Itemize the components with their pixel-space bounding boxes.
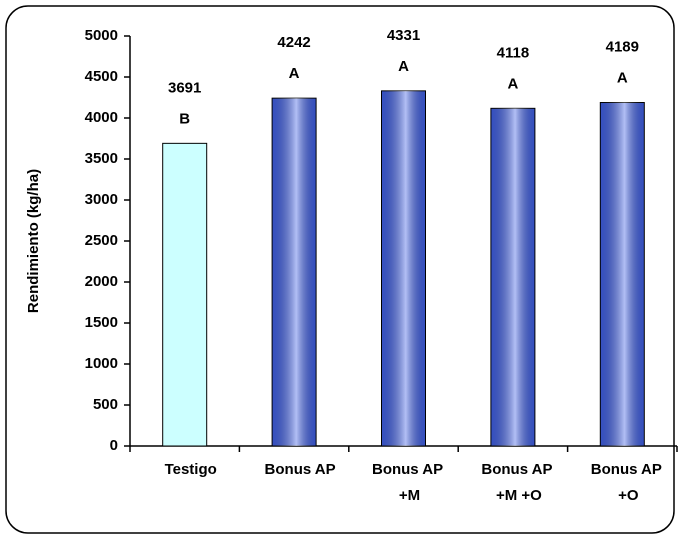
y-tick-label: 5000 xyxy=(85,27,118,44)
y-tick-label: 4500 xyxy=(85,68,118,85)
y-axis-label: Rendimiento (kg/ha) xyxy=(25,169,42,313)
letter-label: A xyxy=(507,75,518,92)
value-label: 4331 xyxy=(387,27,420,44)
y-tick-label: 3500 xyxy=(85,150,118,167)
y-tick-label: 1000 xyxy=(85,355,118,372)
y-tick-label: 1500 xyxy=(85,314,118,331)
frame xyxy=(5,5,675,534)
value-label: 4189 xyxy=(606,38,639,55)
x-tick-label: Bonus AP xyxy=(265,461,336,478)
y-tick-label: 500 xyxy=(93,396,118,413)
value-label: 4242 xyxy=(277,34,310,51)
bar xyxy=(162,142,208,447)
y-tick-label: 0 xyxy=(110,437,118,454)
letter-label: A xyxy=(398,58,409,75)
y-tick-label: 2000 xyxy=(85,273,118,290)
letter-label: A xyxy=(617,69,628,86)
letter-label: B xyxy=(179,110,190,127)
x-tick-label: Bonus AP +O xyxy=(591,461,666,504)
x-tick-label: Testigo xyxy=(165,461,217,478)
y-tick-label: 4000 xyxy=(85,109,118,126)
bar-shine xyxy=(490,108,535,446)
x-tick-label: Bonus AP +M +O xyxy=(481,461,556,504)
value-label: 4118 xyxy=(497,44,530,61)
bar-shine xyxy=(600,102,645,446)
y-tick-label: 3000 xyxy=(85,191,118,208)
value-label: 3691 xyxy=(168,79,201,96)
bar-shine xyxy=(272,98,317,446)
letter-label: A xyxy=(289,65,300,82)
y-tick-label: 2500 xyxy=(85,232,118,249)
x-tick-label: Bonus AP +M xyxy=(372,461,447,504)
bar-shine xyxy=(381,90,426,446)
